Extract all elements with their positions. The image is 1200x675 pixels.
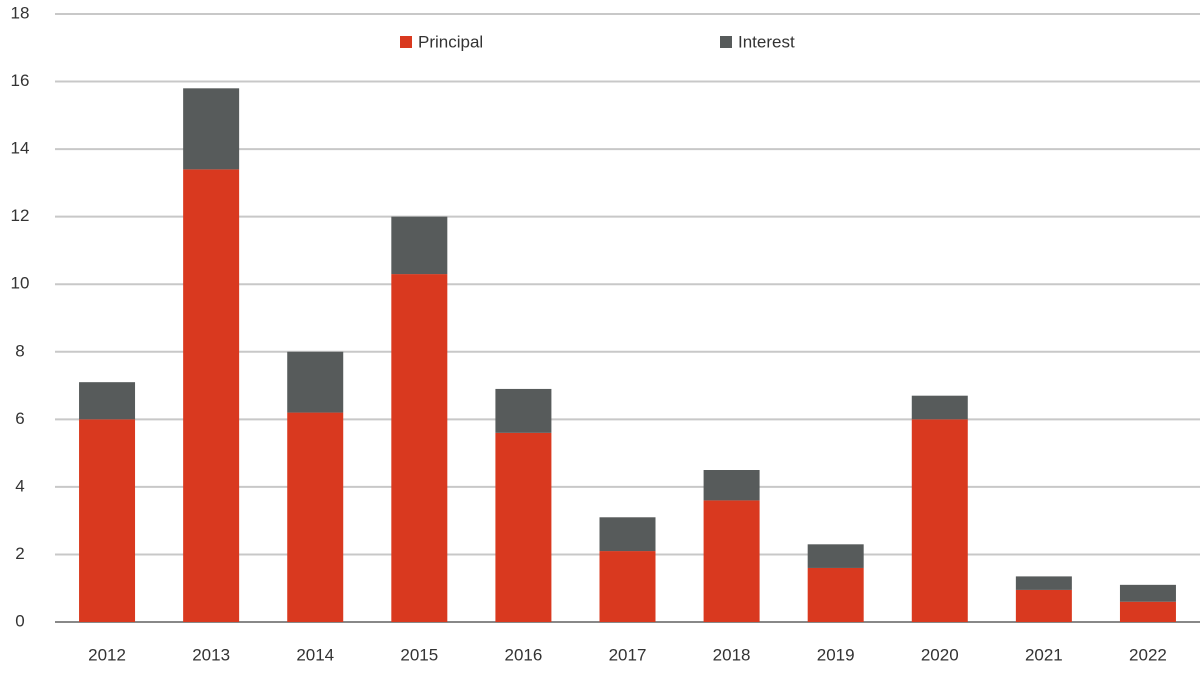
y-tick-label: 18 — [11, 3, 30, 22]
bar-segment — [495, 432, 552, 622]
bar-segment — [391, 274, 448, 622]
y-tick-label: 2 — [15, 544, 24, 563]
bar-segment — [703, 500, 760, 622]
bar-segment — [1015, 589, 1072, 622]
x-tick-label: 2014 — [296, 645, 334, 664]
y-tick-label: 8 — [15, 341, 24, 360]
bar-segment — [1015, 576, 1072, 590]
x-tick-label: 2016 — [504, 645, 542, 664]
y-tick-label: 16 — [11, 71, 30, 90]
bar-segment — [183, 169, 240, 622]
x-tick-label: 2021 — [1025, 645, 1063, 664]
x-tick-label: 2020 — [921, 645, 959, 664]
bar-segment — [703, 470, 760, 501]
x-tick-label: 2018 — [713, 645, 751, 664]
y-tick-label: 0 — [15, 611, 24, 630]
bar-segment — [599, 517, 656, 552]
x-tick-label: 2012 — [88, 645, 126, 664]
y-tick-label: 6 — [15, 409, 24, 428]
bar-segment — [495, 388, 552, 433]
bar-segment — [79, 382, 136, 420]
legend-label: Principal — [418, 32, 483, 51]
bar-segment — [1119, 584, 1176, 602]
x-tick-label: 2019 — [817, 645, 855, 664]
y-tick-label: 14 — [11, 139, 30, 158]
x-tick-label: 2022 — [1129, 645, 1167, 664]
bar-segment — [807, 567, 864, 622]
bar-segment — [287, 351, 344, 413]
x-tick-label: 2015 — [400, 645, 438, 664]
y-tick-label: 10 — [11, 274, 30, 293]
bar-segment — [287, 412, 344, 622]
bar-segment — [183, 88, 240, 170]
bar-segment — [599, 551, 656, 622]
y-tick-label: 4 — [15, 476, 24, 495]
bar-segment — [911, 419, 968, 622]
legend-label: Interest — [738, 32, 795, 51]
bar-segment — [911, 395, 968, 420]
bar-segment — [79, 419, 136, 622]
x-tick-label: 2017 — [609, 645, 647, 664]
legend-swatch — [400, 36, 412, 48]
legend-swatch — [720, 36, 732, 48]
bar-segment — [1119, 601, 1176, 622]
bar-segment — [391, 216, 448, 275]
x-tick-label: 2013 — [192, 645, 230, 664]
bar-segment — [807, 544, 864, 568]
y-tick-label: 12 — [11, 206, 30, 225]
